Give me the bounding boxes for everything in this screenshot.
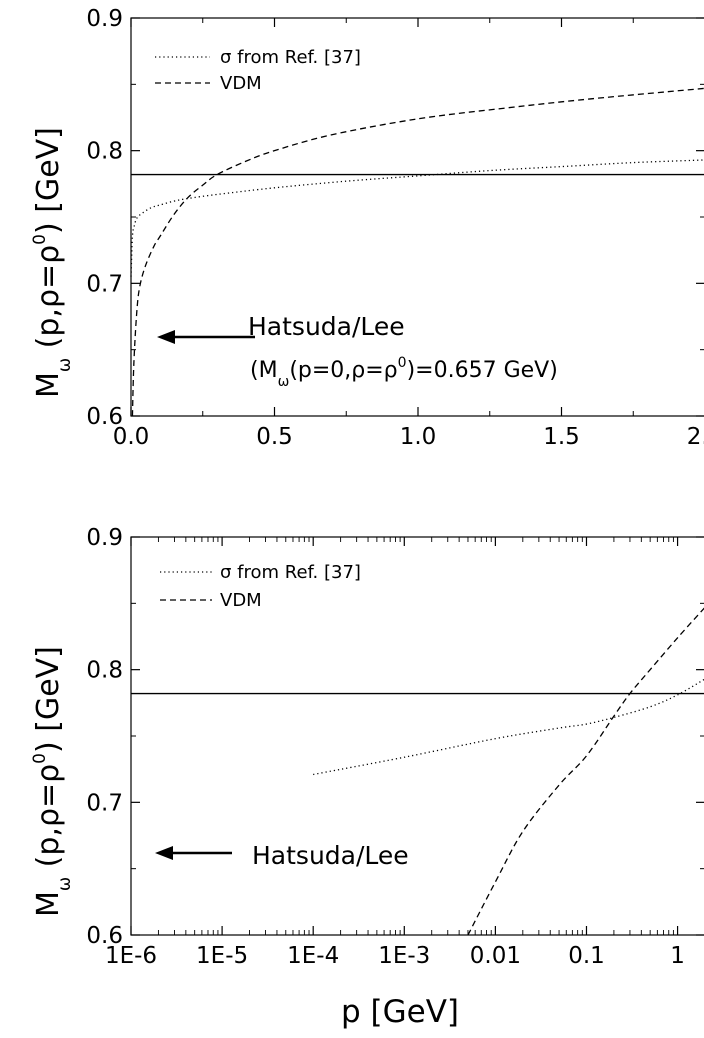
bot-y-tick-label: 0.6 bbox=[86, 923, 123, 949]
top-hatsuda-value: (Mω(p=0,ρ=ρ0)=0.657 GeV) bbox=[250, 355, 558, 390]
top-x-tick-label: 1.5 bbox=[543, 424, 580, 450]
top-x-tick-label: 0.0 bbox=[113, 424, 150, 450]
bottom-hatsuda-arrowhead bbox=[155, 846, 173, 860]
top-y-tick-label: 0.7 bbox=[86, 271, 123, 297]
x-axis-label: p [GeV] bbox=[341, 994, 459, 1030]
top-y-tick-label: 0.6 bbox=[86, 404, 123, 430]
bottom-tick-labels: 0.6 0.7 0.8 0.9 1E-6 1E-5 1E-4 1E-3 0.01 0.1 1 bbox=[86, 525, 684, 969]
top-x-tick-label: 1.0 bbox=[400, 424, 437, 450]
top-y-tick-label: 0.9 bbox=[86, 6, 123, 32]
bottom-legend-sigma-label: σ from Ref. [37] bbox=[220, 562, 361, 583]
bottom-ticks bbox=[130, 536, 704, 936]
top-legend-sigma-label: σ from Ref. [37] bbox=[220, 47, 361, 68]
top-legend-vdm-label: VDM bbox=[220, 73, 262, 94]
top-y-tick-label: 0.8 bbox=[86, 139, 123, 165]
bottom-plot-frame bbox=[130, 536, 704, 936]
top-y-axis-label: Mω (p,ρ=ρ0) [GeV] bbox=[30, 127, 75, 398]
top-panel: 0.6 0.7 0.8 0.9 0.0 0.5 1.0 1.5 2.0 σ from Ref. … bbox=[30, 6, 704, 450]
top-legend: σ from Ref. [37] VDM bbox=[155, 47, 361, 94]
bot-x-tick-label: 1E-6 bbox=[105, 943, 157, 969]
top-vdm-line bbox=[131, 87, 704, 416]
top-ticks bbox=[130, 17, 704, 417]
bot-x-tick-label: 0.1 bbox=[568, 943, 605, 969]
bot-x-tick-label: 1E-5 bbox=[196, 943, 248, 969]
top-hatsuda-arrowhead bbox=[157, 330, 175, 344]
bot-y-tick-label: 0.7 bbox=[86, 790, 123, 816]
bottom-hatsuda-label: Hatsuda/Lee bbox=[252, 841, 409, 870]
bottom-vdm-line bbox=[467, 607, 704, 935]
bot-x-tick-label: 0.01 bbox=[470, 943, 521, 969]
top-plot-frame bbox=[130, 17, 704, 417]
top-sigma-ref37-line bbox=[130, 159, 704, 277]
bottom-y-axis-label: Mω (p,ρ=ρ0) [GeV] bbox=[30, 646, 75, 917]
bottom-sigma-ref37-line bbox=[313, 678, 704, 776]
bottom-legend: σ from Ref. [37] VDM bbox=[160, 562, 361, 611]
bot-x-tick-label: 1E-3 bbox=[378, 943, 430, 969]
bot-y-tick-label: 0.8 bbox=[86, 658, 123, 684]
bottom-panel: 0.6 0.7 0.8 0.9 1E-6 1E-5 1E-4 1E-3 0.01 0.1 1 σ f… bbox=[30, 525, 704, 1030]
top-tick-labels: 0.6 0.7 0.8 0.9 0.0 0.5 1.0 1.5 2.0 bbox=[86, 6, 704, 450]
top-x-tick-label: 0.5 bbox=[256, 424, 293, 450]
bot-x-tick-label: 1 bbox=[670, 943, 685, 969]
bot-y-tick-label: 0.9 bbox=[86, 525, 123, 551]
bot-x-tick-label: 1E-4 bbox=[287, 943, 339, 969]
top-hatsuda-annotation: Hatsuda/Lee (Mω(p=0,ρ=ρ0)=0.657 GeV) bbox=[157, 312, 558, 390]
top-x-tick-label: 2.0 bbox=[687, 424, 704, 450]
bottom-hatsuda-annotation: Hatsuda/Lee bbox=[155, 841, 409, 870]
top-hatsuda-label: Hatsuda/Lee bbox=[248, 312, 405, 341]
bottom-legend-vdm-label: VDM bbox=[220, 590, 262, 611]
